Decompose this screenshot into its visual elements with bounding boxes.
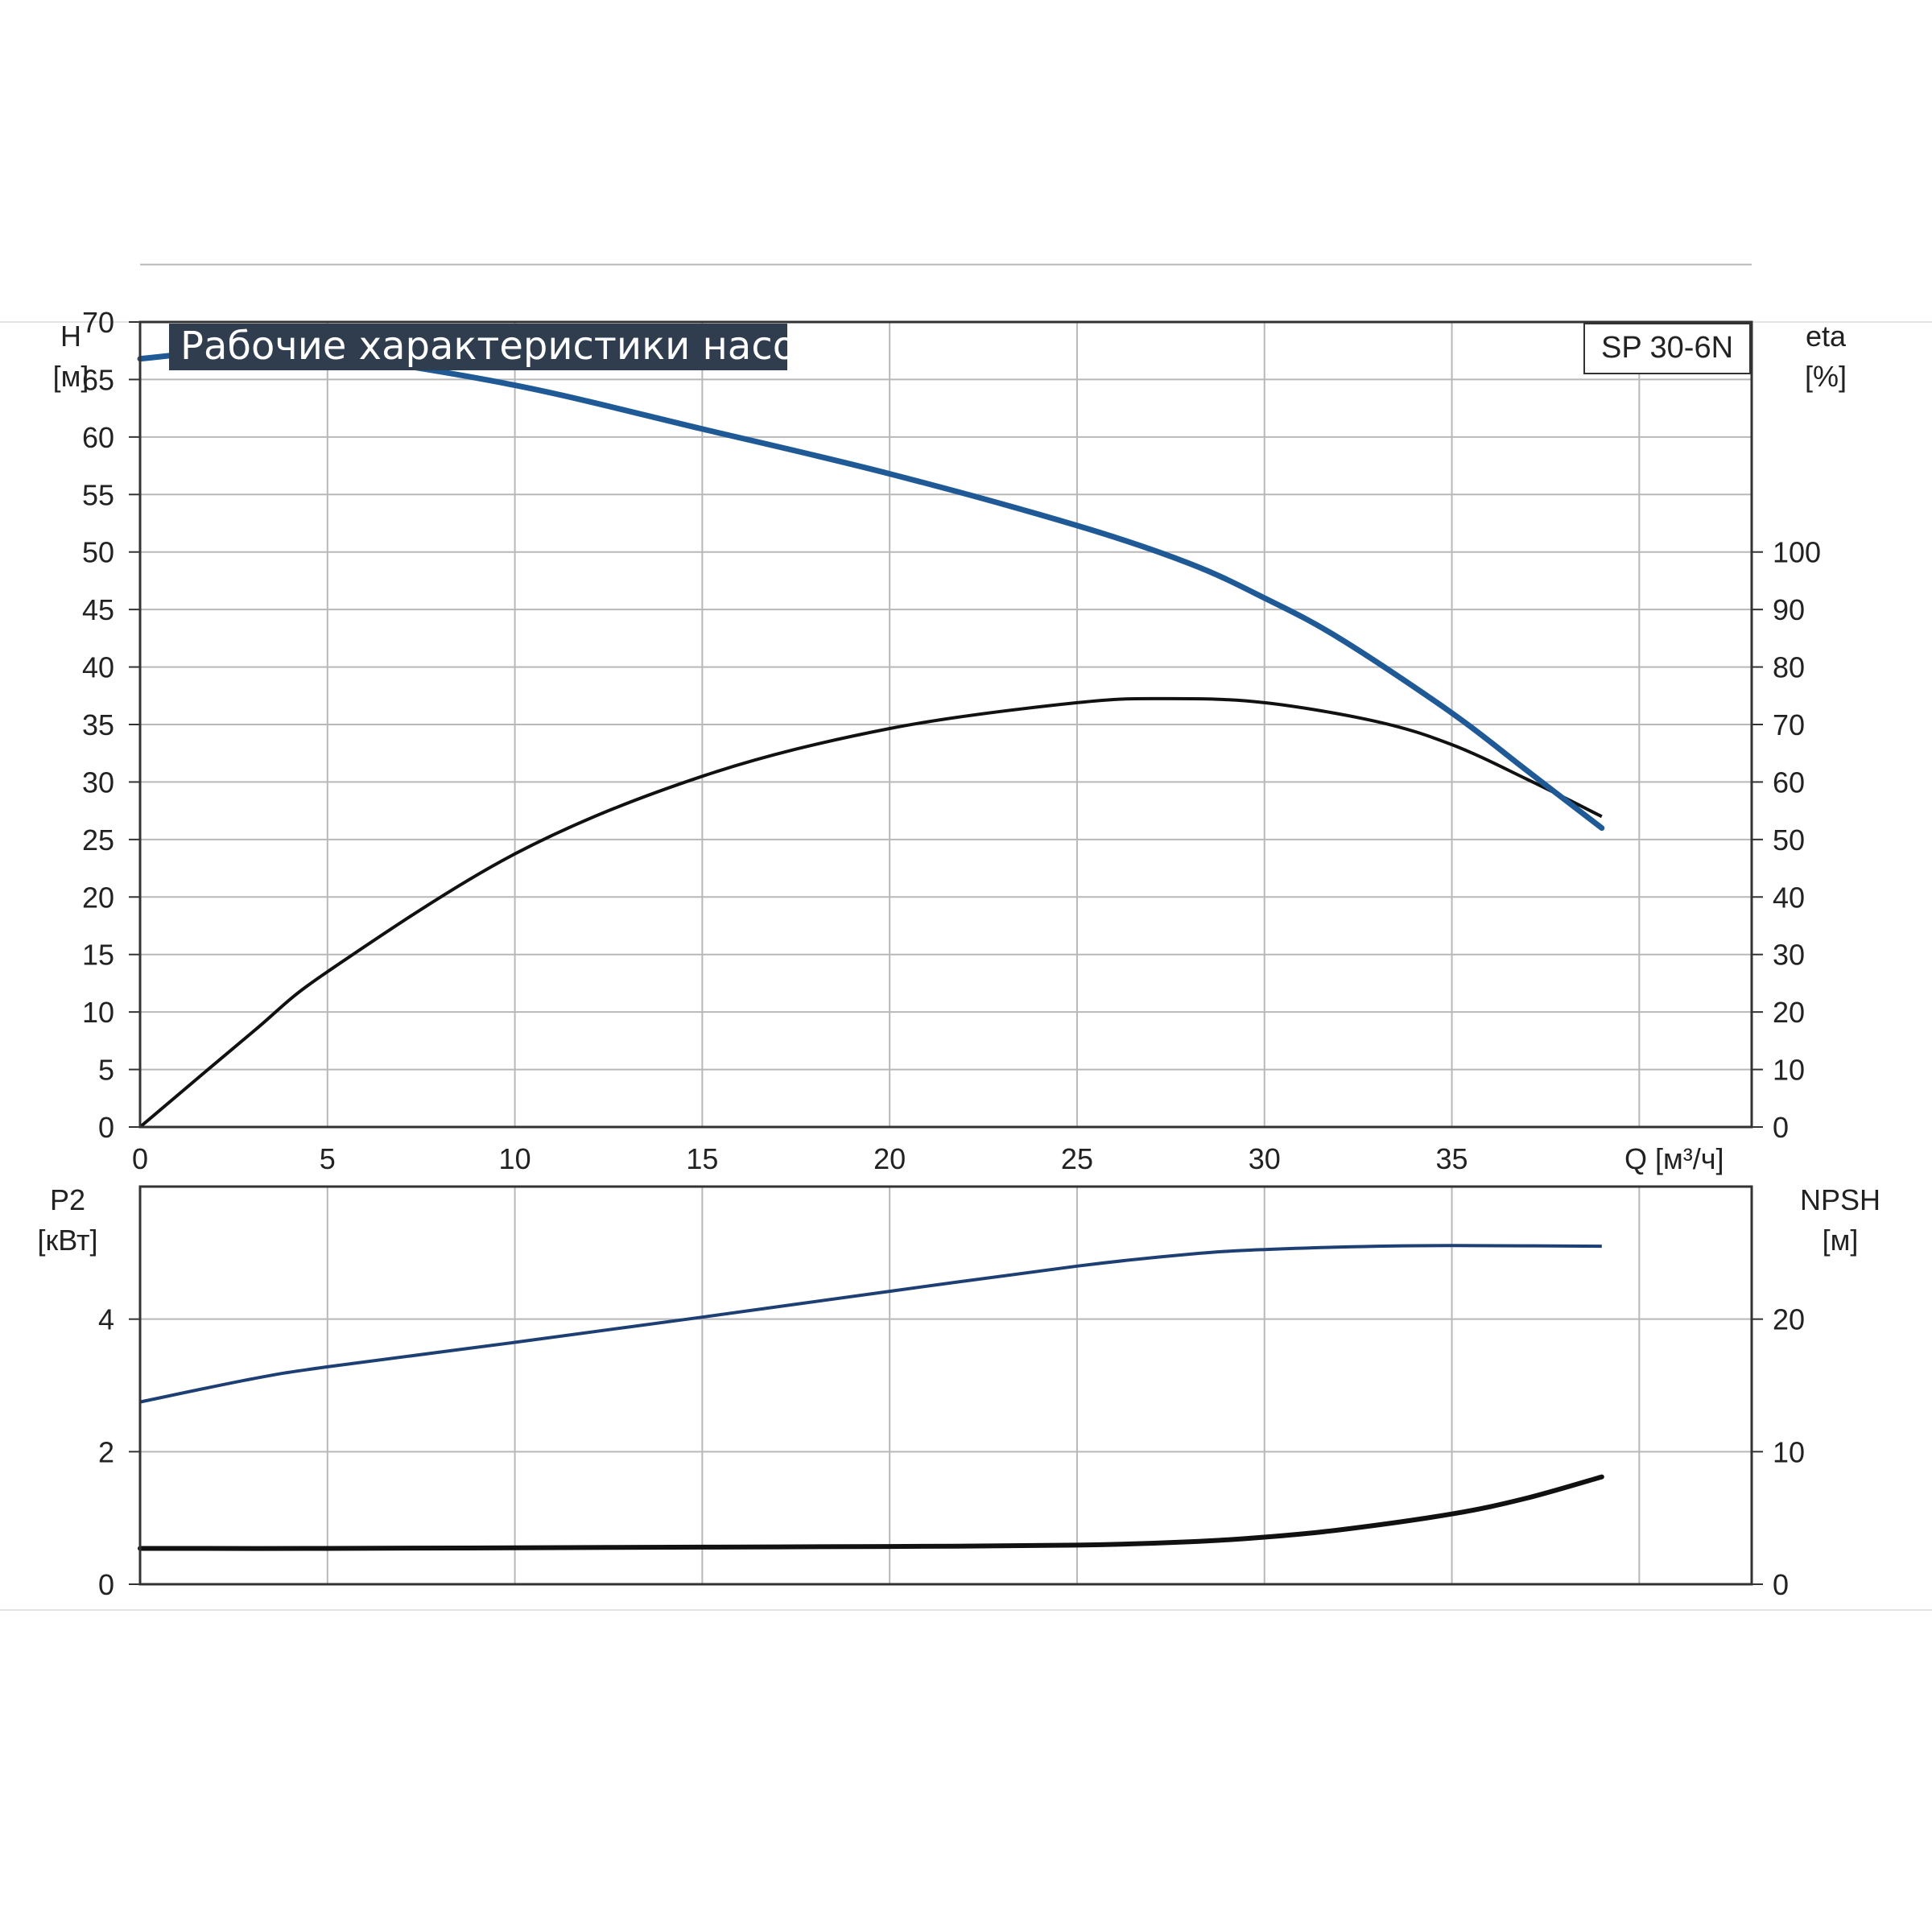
p2-tick-label: 4: [98, 1303, 114, 1336]
y-axis-title-h: H: [60, 320, 81, 353]
chart-title: Рабочие характеристики насоса: [180, 324, 841, 369]
y-tick-label: 70: [82, 306, 114, 339]
top-grid: [140, 263, 1752, 1127]
top-curves: [137, 345, 1605, 1129]
y2-tick-label: 30: [1773, 939, 1805, 972]
npsh-tick-label: 10: [1773, 1435, 1805, 1468]
y-axis-unit-h: [м]: [53, 360, 89, 393]
x-tick-label: 15: [686, 1142, 718, 1175]
y2-tick-label: 90: [1773, 593, 1805, 626]
y2-axis-title-npsh: NPSH: [1800, 1183, 1880, 1216]
head-curve: [137, 345, 1605, 832]
bottom-grid: [140, 1187, 1752, 1584]
y2-tick-label: 50: [1773, 824, 1805, 857]
y-tick-label: 65: [82, 363, 114, 396]
y-tick-label: 50: [82, 536, 114, 569]
top-plot-frame: [138, 320, 1753, 1129]
y-tick-label: 0: [98, 1111, 114, 1144]
x-tick-label: 25: [1061, 1142, 1093, 1175]
y2-axis-title-eta: eta: [1806, 320, 1847, 353]
x-axis-title: Q [м³/ч]: [1624, 1142, 1724, 1175]
efficiency-curve: [138, 696, 1603, 1129]
y2-tick-label: 80: [1773, 651, 1805, 684]
model-label: SP 30-6N: [1601, 331, 1733, 365]
npsh-tick-label: 20: [1773, 1303, 1805, 1336]
npsh-curve: [138, 1474, 1604, 1551]
y2-tick-label: 70: [1773, 708, 1805, 741]
y-tick-label: 20: [82, 881, 114, 914]
y-tick-label: 60: [82, 421, 114, 454]
y2-tick-label: 10: [1773, 1054, 1805, 1087]
y-axis-title-p2: P2: [50, 1183, 85, 1216]
y-tick-label: 55: [82, 478, 114, 511]
x-tick-label: 10: [499, 1142, 531, 1175]
y2-tick-label: 20: [1773, 996, 1805, 1029]
x-tick-label: 35: [1436, 1142, 1468, 1175]
y-tick-label: 10: [82, 996, 114, 1029]
x-tick-label: 30: [1249, 1142, 1281, 1175]
y2-tick-label: 100: [1773, 536, 1821, 569]
y-tick-label: 40: [82, 651, 114, 684]
p2-tick-label: 2: [98, 1435, 114, 1468]
model-box: [1583, 323, 1751, 374]
y-tick-label: 30: [82, 766, 114, 799]
y2-axis-unit-eta: [%]: [1805, 360, 1847, 393]
bottom-plot-frame: [138, 1185, 1753, 1586]
y-axis-unit-p2: [кВт]: [37, 1224, 97, 1257]
bottom-curves: [138, 1244, 1604, 1551]
y2-tick-label: 60: [1773, 766, 1805, 799]
x-tick-label: 0: [132, 1142, 148, 1175]
y2-tick-label: 40: [1773, 881, 1805, 914]
chart-title-background: [169, 324, 787, 370]
y-tick-label: 15: [82, 939, 114, 972]
y2-axis-unit-npsh: [м]: [1823, 1224, 1859, 1257]
npsh-tick-label: 0: [1773, 1568, 1789, 1601]
y-tick-label: 25: [82, 824, 114, 857]
x-tick-label: 5: [320, 1142, 336, 1175]
tick-labels: 0 5 10 15 20 25 30 3505101520253035404550556065…: [82, 306, 1821, 1601]
p2-power-curve: [139, 1244, 1602, 1404]
y-tick-label: 35: [82, 708, 114, 741]
y-tick-label: 45: [82, 593, 114, 626]
x-tick-label: 20: [873, 1142, 906, 1175]
y-tick-label: 5: [98, 1054, 114, 1087]
y2-tick-label: 0: [1773, 1111, 1789, 1144]
p2-tick-label: 0: [98, 1568, 114, 1601]
